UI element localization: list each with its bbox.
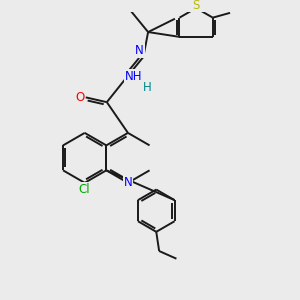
Text: H: H <box>143 81 152 94</box>
Text: NH: NH <box>125 70 142 83</box>
Text: Cl: Cl <box>78 183 89 196</box>
Text: S: S <box>192 0 200 12</box>
Text: N: N <box>124 176 132 189</box>
Text: O: O <box>75 91 85 104</box>
Text: N: N <box>135 44 144 57</box>
